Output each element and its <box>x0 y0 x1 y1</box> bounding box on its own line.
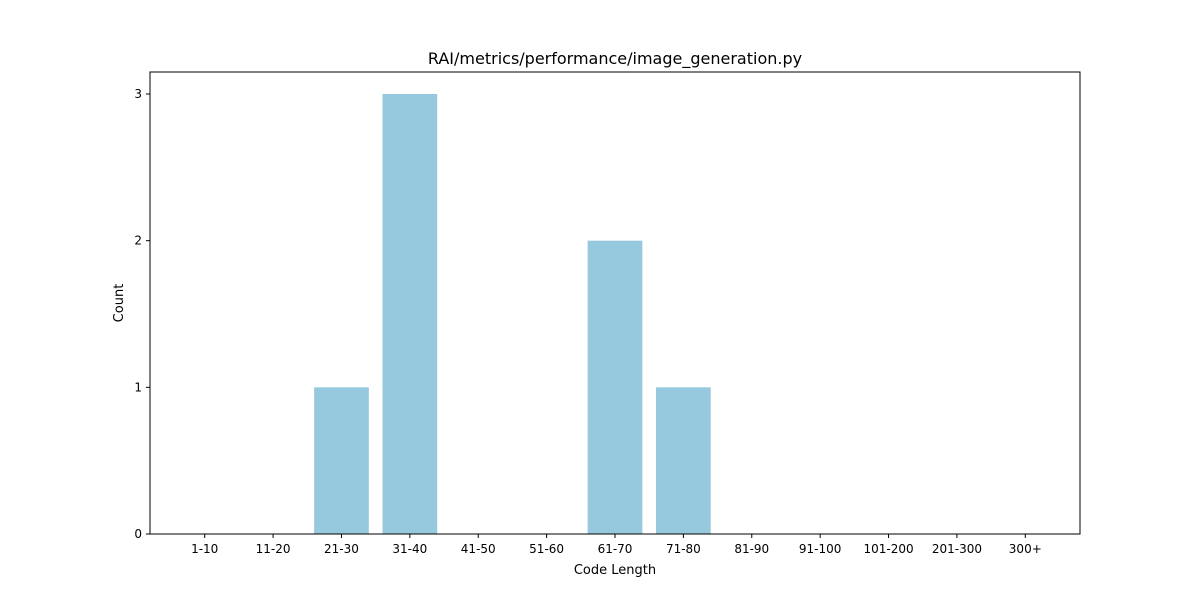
x-tick-label: 101-200 <box>863 542 913 556</box>
x-tick-label: 91-100 <box>799 542 842 556</box>
bar-61-70 <box>587 240 643 534</box>
bar-31-40 <box>382 94 438 534</box>
x-tick-label: 51-60 <box>529 542 564 556</box>
chart-title: RAI/metrics/performance/image_generation… <box>428 49 802 69</box>
x-tick-label: 201-300 <box>932 542 982 556</box>
x-tick-label: 81-90 <box>734 542 769 556</box>
bar-21-30 <box>314 387 369 534</box>
x-axis-ticks: 1-10 11-20 21-30 31-40 41-50 51-60 61-70 71-80 8… <box>191 534 1042 556</box>
y-tick-label: 3 <box>134 87 142 101</box>
x-tick-label: 61-70 <box>598 542 633 556</box>
x-tick-label: 41-50 <box>461 542 496 556</box>
y-axis-label: Count <box>112 284 127 323</box>
x-tick-label: 31-40 <box>392 542 427 556</box>
x-axis-label: Code Length <box>574 563 656 578</box>
x-tick-label: 71-80 <box>666 542 701 556</box>
bars-group <box>314 94 711 534</box>
y-tick-label: 1 <box>134 380 142 394</box>
bar-71-80 <box>656 387 711 534</box>
x-tick-label: 300+ <box>1009 542 1042 556</box>
x-tick-label: 1-10 <box>191 542 218 556</box>
y-axis-ticks: 0 1 2 3 <box>134 87 150 541</box>
x-tick-label: 11-20 <box>256 542 291 556</box>
y-tick-label: 0 <box>134 527 142 541</box>
x-tick-label: 21-30 <box>324 542 359 556</box>
y-tick-label: 2 <box>134 234 142 248</box>
